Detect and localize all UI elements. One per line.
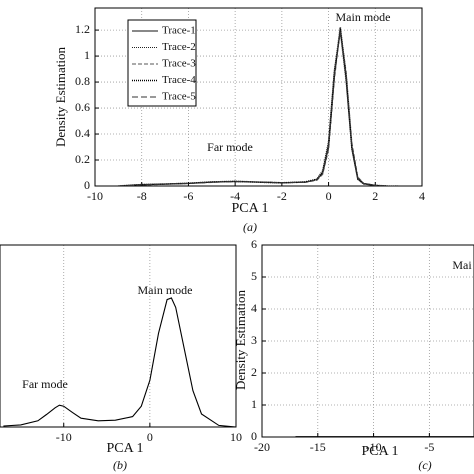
- x-tick-label: 2: [372, 189, 378, 203]
- x-tick-label: 0: [326, 189, 332, 203]
- caption: (b): [113, 458, 127, 472]
- y-tick-label: 0: [84, 178, 90, 192]
- y-axis-label: Density Estimation: [53, 46, 68, 147]
- y-tick-label: 0: [251, 429, 257, 443]
- y-tick-label: 0.8: [75, 74, 90, 88]
- legend-label: Trace-1: [162, 25, 196, 37]
- density-line: [3, 297, 236, 427]
- x-tick-label: -4: [230, 189, 240, 203]
- x-tick-label: -2: [277, 189, 287, 203]
- x-tick-label: -6: [183, 189, 193, 203]
- caption: (c): [418, 458, 431, 472]
- y-tick-label: 5: [251, 269, 257, 283]
- y-axis-label: Density Estimation: [233, 289, 248, 390]
- legend-box: [127, 19, 197, 107]
- x-tick-label: 4: [419, 189, 425, 203]
- y-tick-label: 3: [251, 333, 257, 347]
- legend-label: Trace-5: [162, 91, 196, 103]
- x-tick-label: -10: [56, 430, 72, 444]
- annotation: Main mode: [336, 10, 391, 24]
- y-tick-label: 1: [251, 397, 257, 411]
- plot-frame: [0, 244, 237, 428]
- caption: (a): [243, 220, 257, 234]
- x-tick-label: -10: [87, 189, 103, 203]
- x-tick-label: -8: [137, 189, 147, 203]
- annotation: Far mode: [22, 377, 68, 391]
- y-tick-label: 6: [251, 237, 257, 251]
- annotation: Main mode: [138, 283, 193, 297]
- y-tick-label: 1.2: [75, 22, 90, 36]
- x-tick-label: -15: [310, 440, 326, 454]
- x-tick-label: -20: [254, 440, 270, 454]
- x-axis-label: PCA 1: [362, 444, 399, 459]
- plot-area: [3, 297, 236, 427]
- legend-label: Trace-4: [162, 74, 196, 86]
- plot-frame: [94, 7, 423, 187]
- annotation: Far mode: [207, 140, 253, 154]
- x-axis-label: PCA 1: [107, 441, 144, 456]
- y-tick-label: 2: [251, 365, 257, 379]
- y-tick-label: 0.2: [75, 152, 90, 166]
- annotation: Mai: [452, 258, 472, 272]
- y-tick-label: 4: [251, 301, 257, 315]
- x-tick-label: -10: [366, 440, 382, 454]
- y-tick-label: 0.4: [75, 126, 90, 140]
- y-tick-label: 1: [84, 48, 90, 62]
- x-tick-label: 0: [147, 430, 153, 444]
- x-tick-label: -5: [424, 440, 434, 454]
- x-tick-label: 10: [230, 430, 242, 444]
- density-line: [118, 28, 399, 186]
- x-axis-label: PCA 1: [232, 201, 269, 216]
- legend-label: Trace-2: [162, 41, 196, 53]
- legend-label: Trace-3: [162, 58, 196, 70]
- plot-area: [118, 27, 399, 186]
- y-tick-label: 0.6: [75, 100, 90, 114]
- density-line: [118, 31, 399, 186]
